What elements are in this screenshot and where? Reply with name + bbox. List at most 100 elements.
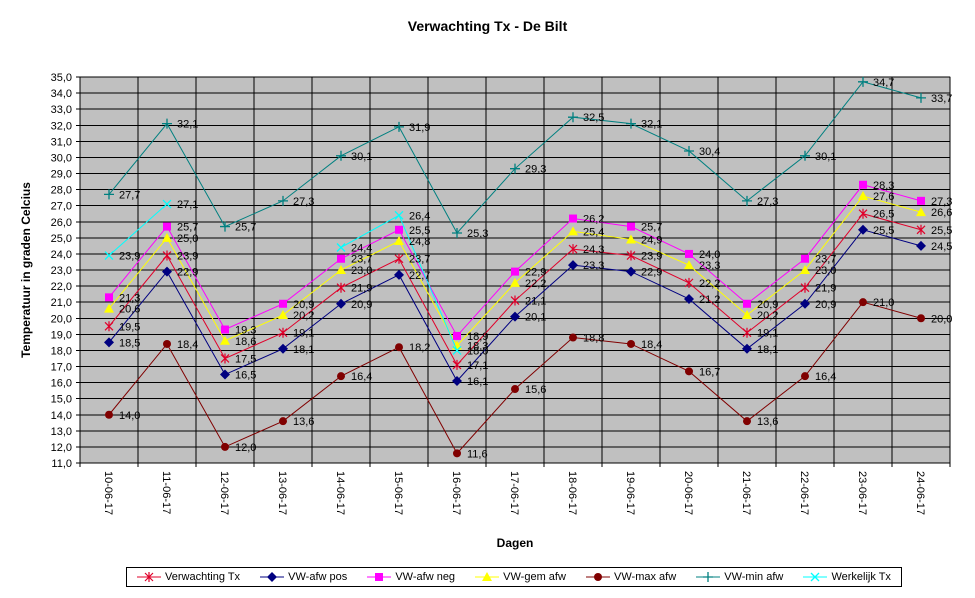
x-tick-label: 20-06-17 — [682, 471, 694, 515]
legend-swatch — [367, 573, 392, 581]
data-label: 18,4 — [641, 339, 662, 351]
series-vw-min-afw — [104, 76, 926, 239]
data-point — [394, 121, 404, 132]
y-tick-label: 13,0 — [51, 426, 72, 438]
data-point — [452, 359, 462, 370]
data-label: 25,7 — [177, 222, 198, 234]
data-label: 23,9 — [641, 251, 662, 263]
data-label: 18,2 — [409, 342, 430, 354]
data-point — [162, 266, 172, 277]
data-labels: 27,7 32,1 25,7 27,3 30,1 31,9 25,3 29,3 32,5 32,1… — [119, 77, 952, 461]
y-tick-label: 21,0 — [51, 297, 72, 309]
data-point — [917, 196, 925, 205]
data-point — [626, 250, 636, 261]
y-axis-title: Temperatuur in graden Celcius — [19, 182, 33, 358]
legend-swatch — [696, 572, 721, 582]
x-tick-label: 12-06-17 — [218, 471, 230, 515]
data-label: 30,1 — [351, 151, 372, 163]
data-point — [162, 232, 172, 242]
y-tick-label: 18,0 — [51, 345, 72, 357]
series-layer — [104, 76, 926, 458]
legend-marker — [144, 572, 154, 582]
legend-label: VW-gem afw — [503, 571, 566, 583]
data-label: 16,4 — [815, 371, 836, 383]
data-label: 27,3 — [931, 196, 952, 208]
y-tick-label: 35,0 — [51, 72, 72, 84]
data-label: 20,9 — [757, 299, 778, 311]
y-tick-label: 25,0 — [51, 233, 72, 245]
legend: Verwachting Tx VW-afw pos VW-afw neg VW-gem… — [126, 567, 902, 587]
data-point — [395, 225, 403, 234]
data-point — [163, 222, 171, 231]
legend-label: VW-max afw — [614, 571, 677, 583]
series-vw-max-afw — [105, 298, 925, 458]
data-point — [685, 249, 693, 258]
data-point — [336, 150, 346, 161]
data-point — [453, 331, 461, 340]
x-tick-label: 10-06-17 — [102, 471, 114, 515]
data-label: 22,9 — [525, 267, 546, 279]
data-label: 22,9 — [641, 267, 662, 279]
y-tick-label: 33,0 — [51, 104, 72, 116]
data-label: 13,6 — [757, 416, 778, 428]
y-tick-label: 12,0 — [51, 442, 72, 454]
data-label: 33,7 — [931, 93, 952, 105]
data-point — [569, 214, 577, 223]
legend-marker — [482, 572, 493, 581]
y-tick-label: 24,0 — [51, 249, 72, 261]
x-axis-title: Dagen — [497, 536, 534, 550]
data-point — [510, 295, 520, 306]
series-line — [108, 203, 168, 256]
data-label: 23,3 — [583, 260, 604, 272]
data-label: 16,4 — [351, 371, 372, 383]
axes: 11,0 12,0 13,0 14,0 15,0 16,0 17,0 18,0 19,0 20,0… — [51, 72, 951, 515]
data-point — [626, 234, 636, 244]
data-label: 19,3 — [235, 325, 256, 337]
data-label: 21,0 — [873, 297, 894, 309]
data-label: 24,0 — [699, 249, 720, 261]
data-label: 20,0 — [931, 313, 952, 325]
data-label: 18,3 — [467, 341, 488, 353]
legend-marker — [810, 572, 820, 582]
data-label: 27,6 — [873, 191, 894, 203]
data-label: 20,9 — [293, 299, 314, 311]
x-tick-label: 19-06-17 — [624, 471, 636, 515]
legend-swatch — [586, 573, 611, 581]
data-label: 18,1 — [293, 344, 314, 356]
data-point — [221, 442, 229, 451]
data-point — [278, 343, 288, 354]
legend-item: Werkelijk Tx — [803, 571, 891, 583]
y-tick-label: 23,0 — [51, 265, 72, 277]
legend-swatch — [803, 572, 828, 582]
data-point — [162, 250, 172, 261]
data-label: 16,1 — [467, 376, 488, 388]
data-label: 25,4 — [583, 226, 604, 238]
data-point — [220, 335, 230, 345]
data-point — [105, 293, 113, 302]
data-label: 21,1 — [525, 296, 546, 308]
data-point — [278, 327, 288, 338]
data-point — [800, 150, 810, 161]
data-point — [336, 298, 346, 309]
data-label: 20,2 — [757, 310, 778, 322]
y-tick-label: 34,0 — [51, 88, 72, 100]
data-point — [452, 375, 462, 386]
y-tick-label: 32,0 — [51, 120, 72, 132]
data-label: 20,6 — [119, 304, 140, 316]
legend-marker — [703, 572, 714, 582]
data-label: 23,7 — [351, 254, 372, 266]
data-point — [800, 282, 810, 293]
legend-marker — [594, 573, 603, 581]
legend-marker — [375, 573, 384, 581]
data-label: 18,9 — [467, 331, 488, 343]
data-label: 23,7 — [409, 254, 430, 266]
data-label: 25,7 — [235, 222, 256, 234]
data-point — [104, 251, 114, 260]
data-point — [858, 191, 868, 201]
legend-label: VW-afw pos — [288, 571, 348, 583]
data-point — [279, 417, 287, 426]
data-point — [685, 367, 693, 376]
y-tick-label: 27,0 — [51, 201, 72, 213]
data-point — [568, 260, 578, 271]
